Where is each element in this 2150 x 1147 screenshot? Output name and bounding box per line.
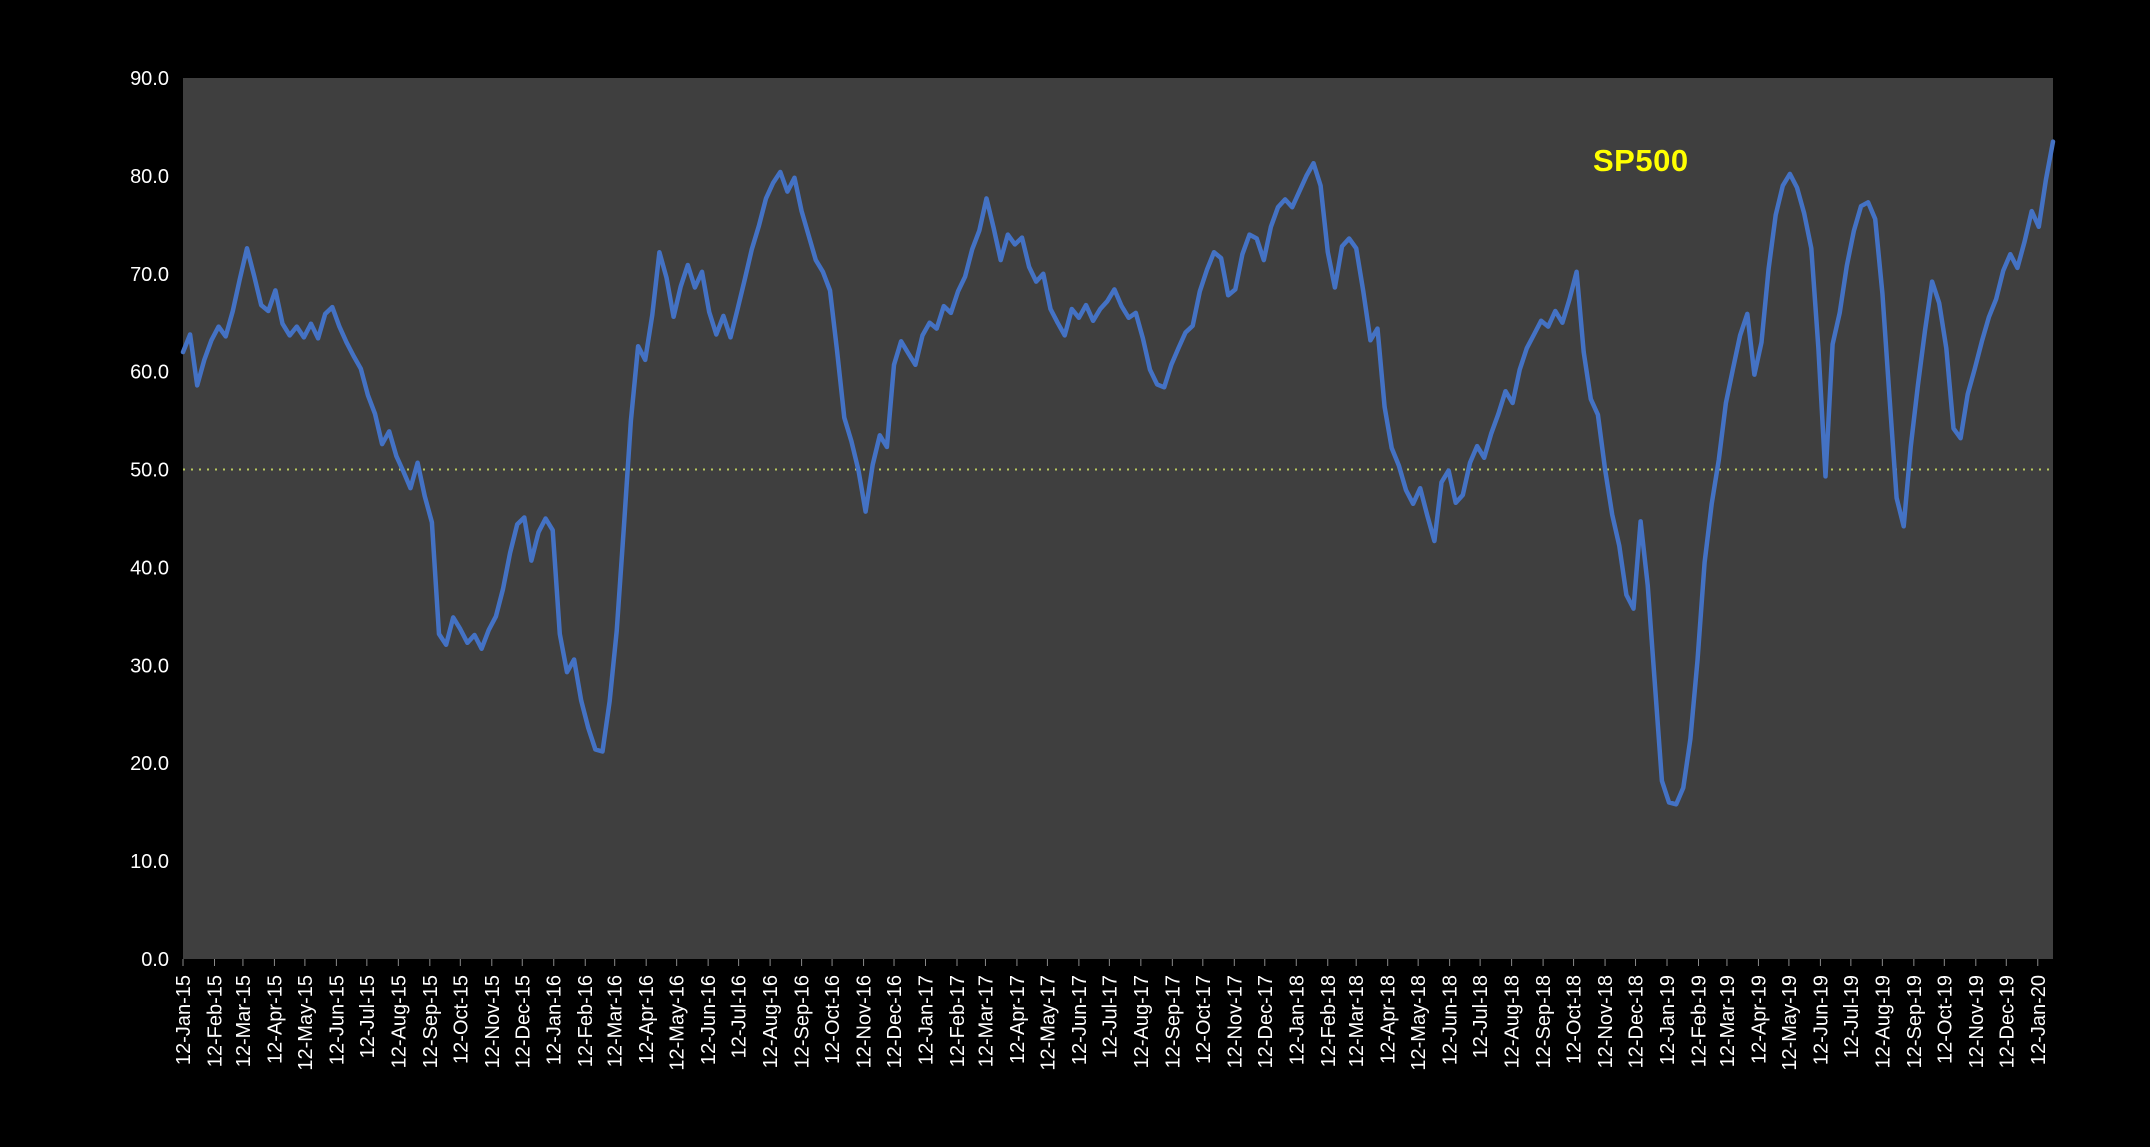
x-tick-label: 12-Aug-18 <box>1502 975 1524 1068</box>
x-tick-label: 12-Sep-17 <box>1162 975 1184 1068</box>
x-tick-label: 12-Jan-19 <box>1657 975 1679 1065</box>
y-tick-label: 20.0 <box>130 753 169 775</box>
y-tick-label: 90.0 <box>130 68 169 90</box>
x-tick-label: 12-Nov-17 <box>1224 975 1246 1068</box>
x-tick-label: 12-Jun-19 <box>1810 975 1832 1065</box>
x-tick-label: 12-Sep-16 <box>792 975 814 1068</box>
y-tick-label: 30.0 <box>130 655 169 677</box>
x-tick-label: 12-Aug-15 <box>388 975 410 1068</box>
y-tick-label: 10.0 <box>130 851 169 873</box>
x-tick-label: 12-Dec-17 <box>1255 975 1277 1068</box>
x-tick-label: 12-Jan-15 <box>173 975 195 1065</box>
y-tick-label: 60.0 <box>130 362 169 384</box>
x-tick-label: 12-Jul-17 <box>1099 975 1121 1058</box>
x-tick-label: 12-Oct-16 <box>822 975 844 1064</box>
x-tick-label: 12-Aug-17 <box>1131 975 1153 1068</box>
x-tick-label: 12-Jan-20 <box>2028 975 2050 1065</box>
x-tick-label: 12-May-19 <box>1779 975 1801 1071</box>
x-tick-label: 12-Apr-18 <box>1378 975 1400 1064</box>
x-tick-label: 12-Mar-18 <box>1346 975 1368 1067</box>
x-tick-label: 12-May-17 <box>1037 975 1059 1071</box>
x-tick-label: 12-Jul-18 <box>1470 975 1492 1058</box>
x-tick-label: 12-Feb-16 <box>575 975 597 1067</box>
x-tick-label: 12-Feb-15 <box>205 975 227 1067</box>
x-tick-label: 12-Jul-15 <box>357 975 379 1058</box>
x-tick-label: 12-Aug-19 <box>1872 975 1894 1068</box>
x-tick-label: 12-Sep-19 <box>1904 975 1926 1068</box>
x-tick-label: 12-Nov-18 <box>1595 975 1617 1068</box>
x-tick-label: 12-Jan-18 <box>1286 975 1308 1065</box>
x-tick-label: 12-Sep-15 <box>420 975 442 1068</box>
x-tick-label: 12-Jun-17 <box>1069 975 1091 1065</box>
x-tick-label: 12-Jun-15 <box>326 975 348 1065</box>
y-tick-label: 50.0 <box>130 460 169 482</box>
x-tick-label: 12-Jan-16 <box>544 975 566 1065</box>
x-tick-label: 12-Jun-18 <box>1440 975 1462 1065</box>
y-tick-label: 80.0 <box>130 166 169 188</box>
x-tick-label: 12-Mar-16 <box>605 975 627 1067</box>
x-tick-label: 12-Nov-19 <box>1966 975 1988 1068</box>
x-tick-label: 12-Feb-18 <box>1318 975 1340 1067</box>
x-tick-label: 12-Feb-19 <box>1689 975 1711 1067</box>
x-tick-label: 12-Dec-19 <box>1996 975 2018 1068</box>
x-tick-label: 12-Oct-18 <box>1564 975 1586 1064</box>
x-tick-label: 12-Dec-16 <box>884 975 906 1068</box>
x-tick-label: 12-Oct-17 <box>1193 975 1215 1064</box>
x-tick-label: 12-Oct-19 <box>1934 975 1956 1064</box>
x-tick-label: 12-Apr-17 <box>1007 975 1029 1064</box>
x-tick-label: 12-Jun-16 <box>698 975 720 1065</box>
x-tick-label: 12-Mar-17 <box>975 975 997 1067</box>
x-tick-label: 12-May-15 <box>295 975 317 1071</box>
x-tick-label: 12-Apr-16 <box>636 975 658 1064</box>
x-tick-label: 12-Nov-16 <box>854 975 876 1068</box>
x-tick-label: 12-Sep-18 <box>1533 975 1555 1068</box>
x-tick-label: 12-Feb-17 <box>947 975 969 1067</box>
x-tick-label: 12-Apr-19 <box>1748 975 1770 1064</box>
x-tick-label: 12-Mar-19 <box>1717 975 1739 1067</box>
x-tick-label: 12-Jul-16 <box>729 975 751 1058</box>
x-tick-label: 12-Dec-15 <box>512 975 534 1068</box>
y-tick-label: 40.0 <box>130 557 169 579</box>
x-tick-label: 12-Aug-16 <box>760 975 782 1068</box>
y-tick-label: 70.0 <box>130 264 169 286</box>
x-tick-label: 12-Oct-15 <box>450 975 472 1064</box>
x-tick-label: 12-Dec-18 <box>1626 975 1648 1068</box>
y-tick-label: 0.0 <box>141 949 169 971</box>
x-tick-label: 12-Jan-17 <box>916 975 938 1065</box>
plot-area <box>183 78 2053 959</box>
x-tick-label: 12-Nov-15 <box>482 975 504 1068</box>
x-tick-label: 12-Jul-19 <box>1841 975 1863 1058</box>
x-tick-label: 12-Apr-15 <box>264 975 286 1064</box>
series-label: SP500 <box>1593 143 1689 178</box>
x-tick-label: 12-May-16 <box>667 975 689 1071</box>
x-tick-label: 12-Mar-15 <box>233 975 255 1067</box>
x-tick-label: 12-May-18 <box>1408 975 1430 1071</box>
sp500-series-line <box>180 139 2056 807</box>
